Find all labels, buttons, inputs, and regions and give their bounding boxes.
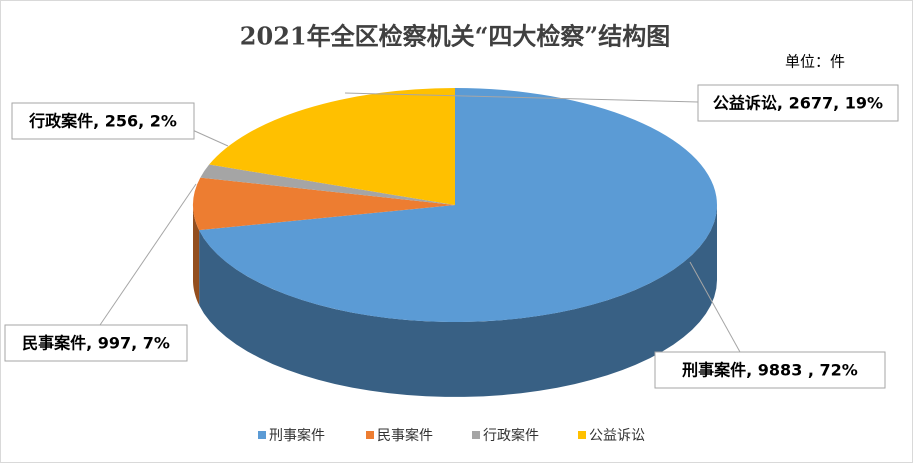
- leader-line: [99, 183, 197, 326]
- legend-swatch: [258, 431, 266, 439]
- leader-line: [344, 92, 699, 103]
- legend-label: 行政案件: [483, 427, 539, 444]
- label-box: [11, 102, 195, 140]
- label-box: [697, 84, 899, 122]
- chart-title: 2021年全区检察机关“四大检察”结构图: [240, 22, 670, 51]
- legend-swatch: [366, 431, 374, 439]
- pie-side: [199, 205, 717, 397]
- unit-label: 单位：件: [785, 53, 845, 71]
- legend-swatch: [578, 431, 586, 439]
- label-box: [4, 324, 188, 362]
- pie-slice: [193, 177, 456, 231]
- label-box: [654, 351, 886, 389]
- pie-slice: [200, 164, 455, 205]
- legend-label: 民事案件: [377, 427, 433, 444]
- legend-swatch: [472, 431, 480, 439]
- pie-slice: [209, 88, 455, 205]
- legend-label: 刑事案件: [269, 427, 325, 444]
- leader-line: [187, 127, 229, 147]
- legend-label: 公益诉讼: [589, 428, 645, 444]
- data-label: 民事案件, 997, 7%: [22, 334, 170, 353]
- data-label: 刑事案件, 9883 , 72%: [682, 361, 858, 380]
- pie-slice: [199, 88, 717, 322]
- pie-side: [193, 205, 200, 306]
- data-label: 公益诉讼, 2677, 19%: [713, 94, 883, 113]
- leader-line: [689, 261, 741, 353]
- data-label: 行政案件, 256, 2%: [28, 112, 177, 131]
